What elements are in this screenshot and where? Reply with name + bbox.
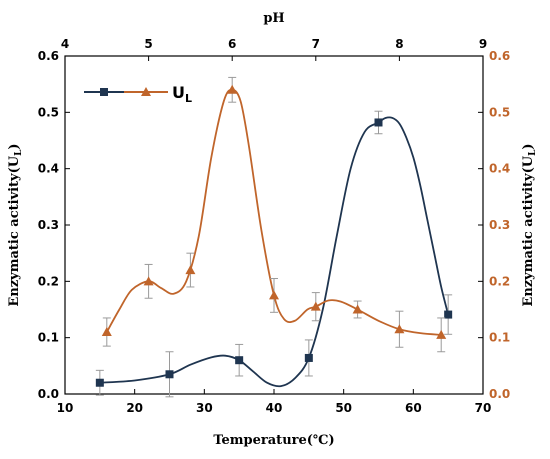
left-tick-label-4: 0.4 xyxy=(38,162,59,176)
bottom-tick-label-4: 50 xyxy=(335,401,352,415)
right-axis-title-end: ) xyxy=(521,143,536,149)
legend-label: UL xyxy=(172,83,192,105)
left-tick-label-1: 0.1 xyxy=(38,331,59,345)
markers-layer xyxy=(95,76,453,398)
series-1-point-8 xyxy=(436,329,447,339)
top-tick-label-3: 7 xyxy=(312,37,320,51)
right-tick-label-4: 0.4 xyxy=(489,162,510,176)
series-0-point-1 xyxy=(165,370,174,379)
series-1-point-4 xyxy=(269,290,279,300)
series-0-point-3 xyxy=(304,353,313,362)
series-1-point-2 xyxy=(185,265,196,275)
series-0-point-4 xyxy=(374,118,383,127)
curves-layer xyxy=(99,88,450,388)
right-axis-title: Enzymatic activity(UL) xyxy=(521,143,538,306)
right-tick-label-0: 0.0 xyxy=(489,387,510,401)
series-0-point-2 xyxy=(235,356,244,365)
top-tick-label-5: 9 xyxy=(479,37,487,51)
series-1-point-7 xyxy=(394,324,405,334)
right-axis-title-sub: L xyxy=(528,149,538,156)
right-tick-label-3: 0.3 xyxy=(489,218,510,232)
left-tick-label-6: 0.6 xyxy=(38,49,59,63)
series-1-point-3 xyxy=(227,84,238,94)
right-tick-label-1: 0.1 xyxy=(489,331,510,345)
left-tick-label-2: 0.2 xyxy=(38,274,59,288)
top-tick-label-4: 8 xyxy=(395,37,403,51)
bottom-tick-label-3: 40 xyxy=(266,401,283,415)
top-tick-label-2: 6 xyxy=(228,37,236,51)
series-1-point-5 xyxy=(310,301,321,311)
top-tick-label-0: 4 xyxy=(61,37,69,51)
right-tick-label-6: 0.6 xyxy=(489,49,510,63)
bottom-axis-title: Temperature(℃) xyxy=(213,433,334,448)
legend-triangle-marker xyxy=(141,87,151,96)
series-1-point-6 xyxy=(352,304,363,314)
bottom-tick-label-6: 70 xyxy=(475,401,492,415)
left-axis-title-end: ) xyxy=(7,143,22,149)
left-tick-label-5: 0.5 xyxy=(38,105,59,119)
right-tick-label-2: 0.2 xyxy=(489,274,510,288)
legend-label-main: U xyxy=(172,83,185,102)
series-0-point-5 xyxy=(444,310,453,319)
series-0-line xyxy=(99,116,450,388)
legend-square-marker xyxy=(100,88,108,96)
top-tick-label-1: 5 xyxy=(144,37,152,51)
ticks-layer: 10 20 30 40 50 60 70 4 5 6 7 8 9 0.0 0.1 0.2 0.3 0.4 0.5 0.… xyxy=(38,37,511,415)
bottom-tick-label-0: 10 xyxy=(57,401,74,415)
left-tick-label-3: 0.3 xyxy=(38,218,59,232)
bottom-tick-label-5: 60 xyxy=(405,401,422,415)
top-axis-title: pH xyxy=(263,11,284,26)
legend: UL xyxy=(84,83,192,105)
plot-frame xyxy=(64,55,484,395)
legend-label-sub: L xyxy=(185,92,192,105)
series-1-line xyxy=(106,88,442,336)
left-axis-title: Enzymatic activity(UL) xyxy=(7,143,24,306)
series-0-point-0 xyxy=(95,378,104,387)
right-axis-title-main: Enzymatic activity(U xyxy=(521,155,536,306)
left-axis-title-sub: L xyxy=(14,149,24,156)
left-tick-label-0: 0.0 xyxy=(38,387,59,401)
bottom-tick-label-1: 20 xyxy=(126,401,143,415)
left-axis-title-main: Enzymatic activity(U xyxy=(7,155,22,306)
right-tick-label-5: 0.5 xyxy=(489,105,510,119)
series-1-point-1 xyxy=(143,276,154,286)
bottom-tick-label-2: 30 xyxy=(196,401,213,415)
series-1-point-0 xyxy=(101,327,112,337)
